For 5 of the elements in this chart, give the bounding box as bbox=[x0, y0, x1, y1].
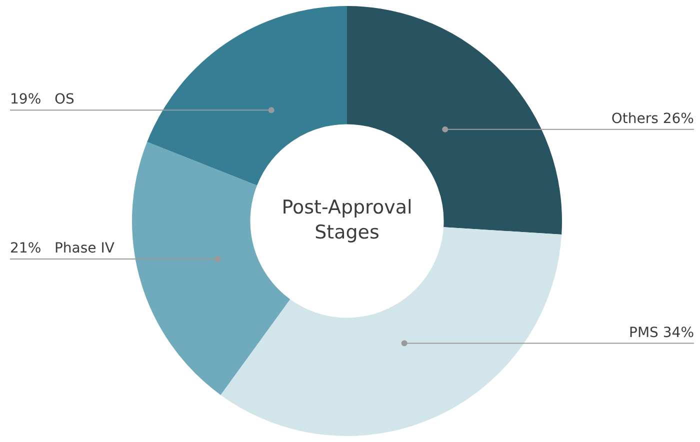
text: Post-Approval Stages bbox=[282, 196, 412, 244]
slice-label: 19% OS bbox=[10, 92, 74, 108]
slice-label: 21% Phase IV bbox=[10, 240, 115, 257]
slice-label: PMS 34% bbox=[629, 324, 694, 341]
slice-label: Others 26% bbox=[611, 110, 694, 127]
